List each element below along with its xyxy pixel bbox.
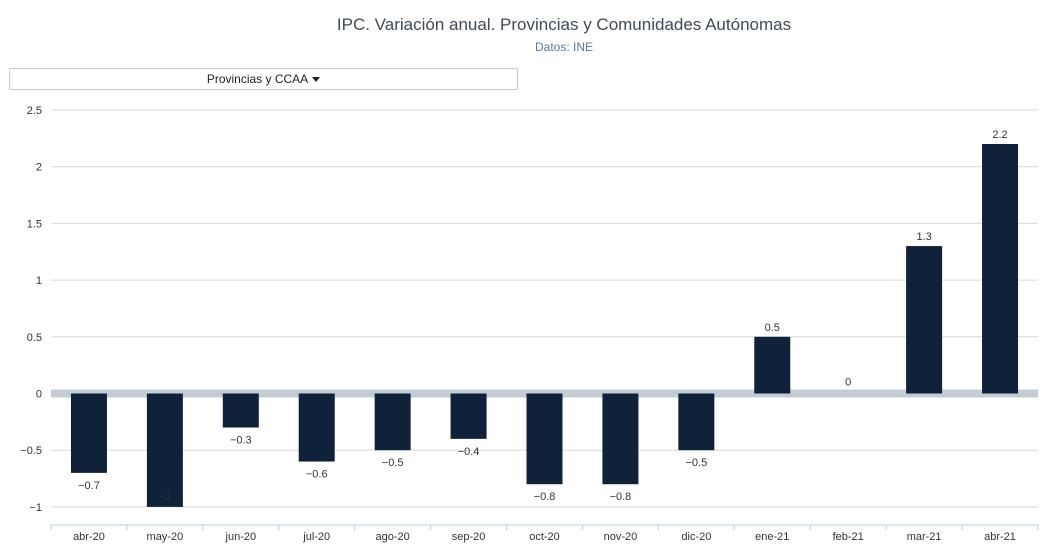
x-tick-label: sep-20 [452, 531, 486, 543]
x-tick-label: abr-20 [73, 531, 105, 543]
bar [526, 393, 563, 485]
bar [678, 393, 715, 451]
bar [146, 393, 183, 507]
data-label: −0.4 [458, 446, 480, 458]
region-selector-label: Provincias y CCAA [206, 72, 309, 86]
data-label: −0.8 [534, 491, 556, 503]
x-tick-label: may-20 [147, 531, 184, 543]
y-tick-label: 2.5 [27, 105, 42, 117]
caret-down-icon [312, 76, 321, 82]
x-tick-label: nov-20 [604, 531, 638, 543]
bar [70, 393, 107, 473]
bar [754, 336, 791, 394]
data-label: −0.7 [78, 480, 100, 492]
x-tick-label: ago-20 [376, 531, 410, 543]
y-tick-label: 1 [36, 275, 42, 287]
chart-title: IPC. Variación anual. Provincias y Comun… [336, 15, 792, 34]
x-tick-label: feb-21 [833, 531, 864, 543]
bar [982, 144, 1019, 394]
region-selector-dropdown[interactable]: Provincias y CCAA [9, 68, 518, 90]
data-label: −1 [159, 491, 172, 503]
x-tick-label: oct-20 [529, 531, 560, 543]
x-tick-label: abr-21 [984, 531, 1016, 543]
y-tick-label: −1 [29, 502, 42, 514]
bar [222, 393, 259, 428]
y-tick-label: −0.5 [20, 445, 42, 457]
bar [374, 393, 411, 451]
data-label: −0.3 [230, 435, 252, 447]
data-label: −0.8 [610, 491, 632, 503]
chart-subtitle: Datos: INE [534, 40, 594, 54]
y-tick-label: 2 [36, 162, 42, 174]
bar [298, 393, 335, 462]
y-tick-label: 1.5 [27, 218, 42, 230]
bar [602, 393, 639, 485]
data-label: 2.2 [992, 129, 1007, 141]
data-label: −0.5 [685, 457, 707, 469]
data-label: −0.6 [306, 469, 328, 481]
x-tick-label: jun-20 [225, 531, 257, 543]
y-tick-label: 0.5 [27, 332, 42, 344]
x-tick-label: jul-20 [302, 531, 330, 543]
data-label: 0 [845, 377, 851, 389]
x-tick-label: mar-21 [907, 531, 942, 543]
y-tick-label: 0 [36, 389, 42, 401]
x-tick-label: dic-20 [681, 531, 711, 543]
data-label: −0.5 [382, 457, 404, 469]
data-label: 0.5 [765, 322, 780, 334]
data-label: 1.3 [916, 231, 931, 243]
bar [450, 393, 487, 439]
bar [906, 246, 943, 394]
x-tick-label: ene-21 [755, 531, 789, 543]
